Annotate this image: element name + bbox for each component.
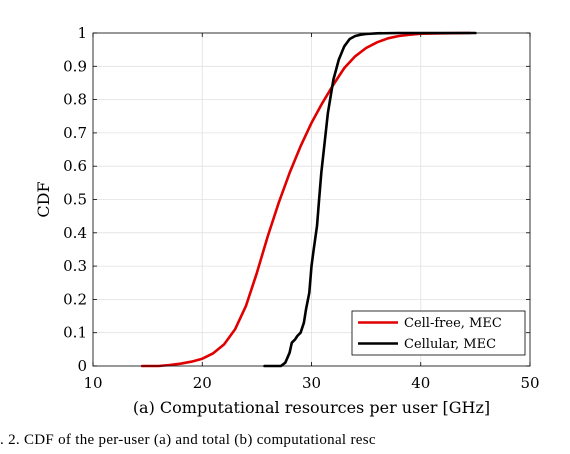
ticks [92, 32, 531, 367]
series-line-cellular [263, 31, 477, 368]
x-tick-labels: 10 20 30 40 50 [83, 374, 539, 392]
series-line-cell-free [140, 31, 472, 368]
legend-label-cell-free: Cell-free, MEC [404, 316, 502, 331]
x-tick-label: 20 [193, 374, 212, 392]
x-tick-label: 50 [520, 374, 539, 392]
y-tick-label: 1 [77, 24, 87, 42]
y-tick-label: 0.5 [63, 191, 87, 209]
grid [93, 33, 530, 366]
y-axis-label: CDF [34, 181, 53, 217]
x-tick-label: 30 [302, 374, 321, 392]
y-tick-label: 0.9 [63, 57, 87, 75]
y-tick-labels: 0 0.1 0.2 0.3 0.4 0.5 0.6 0.7 0.8 0.9 1 [63, 24, 87, 375]
y-tick-label: 0.4 [63, 224, 87, 242]
legend: Cell-free, MEC Cellular, MEC [351, 310, 526, 356]
figure-caption: . 2. CDF of the per-user (a) and total (… [0, 432, 376, 448]
y-tick-label: 0.1 [63, 324, 87, 342]
x-axis-label: (a) Computational resources per user [GH… [133, 398, 490, 417]
series-layer [140, 31, 477, 368]
y-tick-label: 0 [77, 357, 87, 375]
y-tick-label: 0.3 [63, 257, 87, 275]
x-tick-label: 40 [411, 374, 430, 392]
x-tick-label: 10 [83, 374, 102, 392]
y-tick-label: 0.2 [63, 290, 87, 308]
y-tick-label: 0.8 [63, 91, 87, 109]
legend-box [351, 310, 526, 356]
y-tick-label: 0.7 [63, 124, 87, 142]
legend-label-cellular: Cellular, MEC [404, 337, 496, 352]
y-tick-label: 0.6 [63, 157, 87, 175]
